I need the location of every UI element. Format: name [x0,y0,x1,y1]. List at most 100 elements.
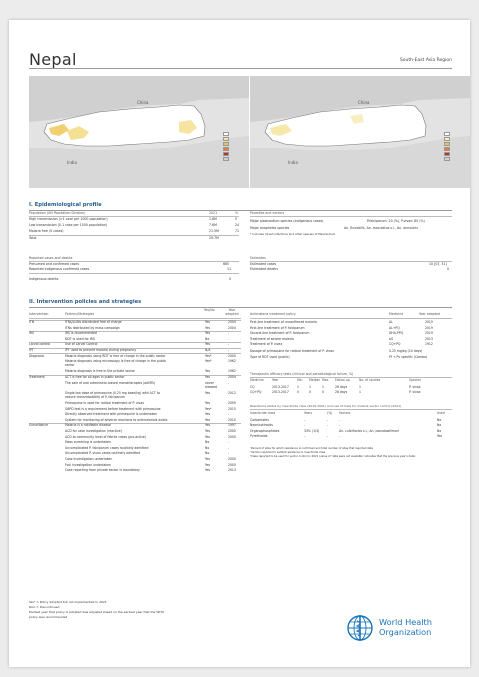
section-divider [29,210,452,211]
policies-footnote: Disc = Discontinued [29,605,60,609]
efficacy-cell: 0 [297,390,299,395]
policy-yesno: Yes [205,401,210,405]
policy-text: Single low dose of primaquine (0.25 mg b… [65,390,160,395]
policy-text: DDT is used for IRS [65,336,95,341]
policy-year: - [228,348,230,352]
policy-yesno: Yes [205,325,210,330]
efficacy-cell: 1 [359,390,361,395]
policy-yesno: Yes* [205,406,212,411]
policy-year: 2009 [228,401,236,405]
policy-year: 2012 [228,390,236,395]
efficacy-col-header: Species [409,378,421,382]
population-row-pct: 5 [235,217,238,221]
policy-year: 1962 [228,369,236,374]
treatment-row-label: Treatment of P. vivax [250,342,283,347]
policy-text: reduce transmissibility of P. falciparum [65,394,125,399]
policy-yesno: Yes [205,417,210,422]
country-profile-page: Nepal South-East Asia Region China India [9,20,470,667]
policy-yesno: Yes [205,423,210,428]
estimates-row-label: Estimated deaths [250,267,278,271]
resistance-col-header: Vectors [339,411,351,415]
policy-year: 2015 [228,406,236,411]
efficacy-col-header: No. of studies [359,378,381,382]
efficacy-cell: 2013-2017 [272,385,289,389]
policy-text: Malaria diagnosis is free in the private… [65,369,135,374]
efficacy-cell: CQ [250,385,255,389]
map-label-china: China [137,100,149,105]
policy-text: ITNs distributed by mass campaign [65,325,120,330]
policy-text: Malaria is a notifiable disease [65,423,111,428]
policy-yesno: allowed [205,384,217,389]
population-row-pct: 24 [235,223,240,227]
who-emblem-icon [347,615,373,641]
parasites-header: Parasites and vectors [250,211,285,215]
efficacy-cell: 1 [297,385,299,389]
policy-year: - [228,445,230,450]
efficacy-cell: P. vivax [409,390,421,395]
efficacy-cell: 1 [322,385,324,389]
population-row-pct: 71 [235,229,240,233]
map-label-india: India [67,160,77,165]
resistance-cell: - [327,418,329,422]
map-incidence-svg [250,76,470,188]
policy-text: ACD for case investigation (reactive) [65,429,122,433]
policy-year: 2000 [228,434,236,439]
efficacy-cell: 1 [309,385,311,389]
policy-year: 2000 [228,462,236,467]
policy-yesno: No [205,440,210,445]
policies-footnote: Earliest year that policy is adopted was… [29,610,164,614]
treatment-header: Antimalaria treatment policy [250,312,296,316]
population-row-value: 7.6M [209,223,217,227]
policy-year: 2000 [228,429,236,433]
policy-category: Diagnosis [29,353,45,358]
map-legend [223,132,229,163]
section-policies-title: II. Intervention policies and strategies [29,299,142,305]
estimates-row-label: Estimated cases [250,262,277,266]
section-epi-title: I. Epidemiological profile [29,202,102,208]
population-header: Population (UN Population Division) [29,211,86,215]
population-total-value: 29.7M [209,236,219,240]
policy-year: 2004 [228,320,236,324]
resistance-cell: 33% (1/3) [304,428,320,433]
resistance-cell: No [437,428,442,433]
reported-row-value: 665 [223,262,230,266]
resistance-cell: No [437,418,442,422]
treatment-row-medicine: 0.25 mg/kg (14 days) [389,349,423,354]
policy-yesno: Yes [205,342,210,347]
efficacy-cell: 2013-2017 [272,390,289,395]
policy-year: - [228,380,230,385]
efficacy-col-header: Max [322,378,329,382]
policies-col-year: Year adopted [225,308,239,317]
treatment-row-medicine: Pf + Pv specific (Combo) [389,355,428,359]
policy-year: 2013 [228,468,236,473]
resistance-cell: No [437,423,442,428]
who-wordmark: World Health Organization [379,617,432,637]
policy-text: Case investigation undertaken [65,457,113,461]
policy-year: 2010 [228,417,236,422]
policy-text: Malaria diagnosis using microscopy is fr… [65,359,167,364]
estimates-row-value: 0 [447,267,450,271]
efficacy-cell: 0 [309,390,311,395]
efficacy-col-header: Median [309,378,321,382]
region-label: South-East Asia Region [399,58,452,63]
resistance-cell: - [339,423,341,428]
treatment-row-label: First-line treatment of unconfirmed mala… [250,320,317,324]
treatment-row-year: 1912 [425,342,433,347]
policy-year: 2000 [228,353,236,358]
policy-text: Foci investigation undertaken [65,462,111,467]
parasites-row-value: P.falciparum: 20 (%), P.vivax: 80 (%) [367,219,425,223]
treatment-row-label: Type of RDT used (public) [250,355,290,359]
resistance-cell: - [327,434,329,439]
treatment-row-label: Treatment of severe malaria [250,336,294,341]
resistance-cell: - [304,418,306,422]
policy-year: - [228,440,230,445]
policy-yesno: Yes [205,429,210,433]
population-row-label: Low transmission (0-1 case per 1000 popu… [29,223,108,227]
policy-yesno: Yes [205,412,210,417]
treatment-row-label: Second-line treatment of P. falciparum [250,331,310,336]
policy-category: Surveillance [29,423,48,428]
treatment-row-year: 2019 [425,325,433,330]
resistance-header: Resistance status by insecticide class (… [250,404,402,408]
efficacy-cell: 28 days [335,385,348,389]
policy-text: Use of Larval Control [65,342,98,347]
